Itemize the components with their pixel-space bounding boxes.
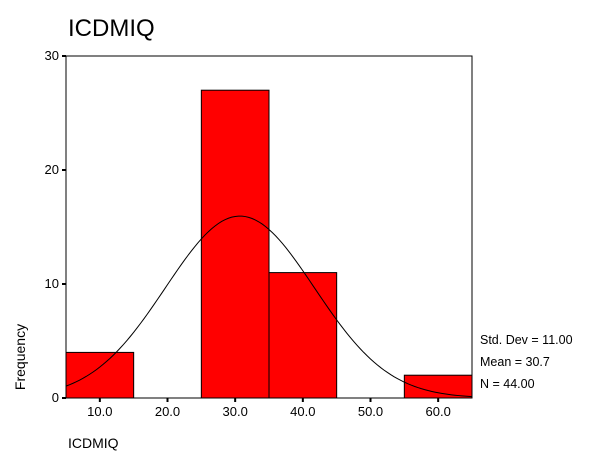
plot-frame [65,55,473,399]
y-tick-label: 0 [52,390,59,405]
x-axis-label: ICDMIQ [68,435,119,451]
x-axis: 10.0 20.0 30.0 40.0 50.0 60.0 [87,398,451,419]
stat-line: Std. Dev = 11.00 [480,333,573,347]
x-tick-label: 60.0 [426,404,451,419]
histogram-bar [65,351,135,399]
stat-line: Mean = 30.7 [480,355,550,369]
y-axis: 0 10 20 30 [45,48,66,405]
y-axis-label: Frequency [12,324,28,390]
normal-curve [65,215,473,398]
y-tick-label: 10 [45,276,59,291]
x-tick-label: 20.0 [155,404,180,419]
histogram-bar [200,89,270,399]
stats-box: Std. Dev = 11.00 Mean = 30.7 N = 44.00 [480,333,573,391]
histogram-bars [65,89,473,399]
x-tick-label: 10.0 [87,404,112,419]
x-tick-label: 30.0 [223,404,248,419]
x-tick-label: 40.0 [290,404,315,419]
y-tick-label: 30 [45,48,59,63]
chart-title: ICDMIQ [68,15,155,42]
x-tick-label: 50.0 [358,404,383,419]
y-tick-label: 20 [45,162,59,177]
stat-line: N = 44.00 [480,377,535,391]
histogram-bar [268,272,338,399]
